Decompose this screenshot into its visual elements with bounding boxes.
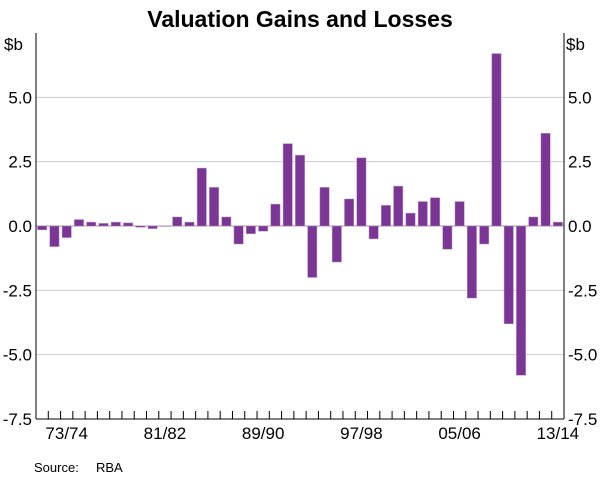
bar-79/80	[135, 225, 146, 228]
bar-93/94	[307, 225, 318, 278]
bar-86/87	[221, 216, 232, 227]
bar-85/86	[209, 187, 219, 227]
bar-06/07	[467, 225, 477, 299]
y-tick-label-left: 5.0	[8, 88, 32, 107]
bar-84/85	[196, 167, 207, 227]
y-tick-label-right: -2.5	[568, 281, 597, 300]
x-tick-label: 97/98	[340, 424, 383, 443]
bar-12/13	[540, 133, 551, 227]
bar-71/72	[37, 225, 48, 231]
y-tick-label-left: -7.5	[3, 410, 32, 429]
bar-72/73	[49, 225, 60, 247]
bar-89/90	[258, 225, 269, 232]
bar-04/05	[442, 225, 453, 250]
y-axis-label-left: $b	[4, 35, 23, 54]
y-tick-label-left: -5.0	[3, 346, 32, 365]
bar-87/88	[233, 225, 244, 245]
bar-11/12	[528, 216, 539, 227]
x-tick-label: 89/90	[242, 424, 285, 443]
bar-80/81	[147, 225, 158, 229]
y-tick-label-right: 0.0	[568, 217, 592, 236]
x-tick-label: 05/06	[438, 424, 481, 443]
bar-77/78	[110, 221, 121, 227]
x-tick-label: 73/74	[45, 424, 88, 443]
chart-title: Valuation Gains and Losses	[147, 6, 452, 32]
bar-88/89	[245, 225, 256, 234]
bar-94/95	[319, 187, 330, 227]
y-tick-label-left: -2.5	[3, 281, 32, 300]
y-tick-label-left: 2.5	[8, 153, 32, 172]
bar-09/10	[503, 225, 514, 325]
bar-81/82	[160, 225, 170, 227]
bar-78/79	[123, 222, 133, 227]
bar-73/74	[61, 225, 72, 238]
bar-13/14	[552, 221, 563, 227]
y-axis-label-right: $b	[566, 35, 585, 54]
source-label: Source:	[34, 460, 79, 475]
bar-02/03	[417, 201, 428, 227]
bar-98/99	[368, 225, 379, 240]
bar-82/83	[172, 216, 183, 227]
bar-08/09	[491, 53, 502, 227]
bar-01/02	[405, 212, 416, 227]
bar-03/04	[430, 197, 440, 227]
bar-00/01	[393, 185, 404, 227]
bar-07/08	[479, 225, 490, 245]
bar-92/93	[295, 154, 305, 227]
bar-75/76	[86, 221, 97, 227]
bar-76/77	[98, 223, 109, 227]
bar-10/11	[516, 225, 526, 376]
bar-83/84	[184, 221, 195, 227]
source-value: RBA	[96, 460, 123, 475]
bar-91/92	[282, 143, 293, 227]
y-tick-label-right: 2.5	[568, 153, 592, 172]
bar-05/06	[454, 201, 465, 227]
y-tick-label-left: 0.0	[8, 217, 32, 236]
y-tick-label-right: -7.5	[568, 410, 597, 429]
y-tick-label-right: 5.0	[568, 88, 592, 107]
bar-96/97	[344, 198, 355, 227]
x-tick-label: 81/82	[144, 424, 187, 443]
bar-95/96	[331, 225, 342, 263]
bar-97/98	[356, 157, 367, 227]
bar-99/00	[381, 205, 391, 227]
bar-90/91	[270, 203, 281, 227]
x-tick-label: 13/14	[537, 424, 580, 443]
bar-74/75	[74, 219, 84, 227]
y-tick-label-right: -5.0	[568, 346, 597, 365]
